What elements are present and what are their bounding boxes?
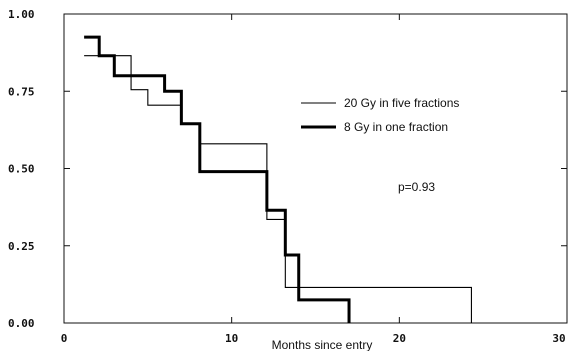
x-axis-label: Months since entry [272, 338, 373, 351]
p-value-annotation: p=0.93 [398, 180, 435, 194]
legend-label: 20 Gy in five fractions [344, 96, 459, 110]
legend-label: 8 Gy in one fraction [344, 120, 448, 134]
x-tick-label: 10 [225, 332, 238, 345]
y-tick-label: 0.25 [8, 240, 35, 253]
series-line-1 [84, 35, 351, 323]
y-tick-label: 0.50 [8, 163, 35, 176]
chart-series [84, 35, 472, 323]
chart-ticks: 0.00 0.25 0.50 0.75 1.00 0 10 20 30 [8, 8, 568, 345]
y-tick-label: 0.75 [8, 85, 35, 98]
y-tick-label: 0.00 [8, 317, 35, 330]
y-tick-label: 1.00 [8, 8, 35, 21]
x-tick-label: 0 [61, 332, 68, 345]
plot-frame [63, 13, 568, 324]
x-tick-label: 20 [393, 332, 406, 345]
x-tick-label: 30 [552, 332, 565, 345]
chart-axes [63, 13, 568, 324]
chart-legend: 20 Gy in five fractions 8 Gy in one fract… [301, 96, 459, 134]
